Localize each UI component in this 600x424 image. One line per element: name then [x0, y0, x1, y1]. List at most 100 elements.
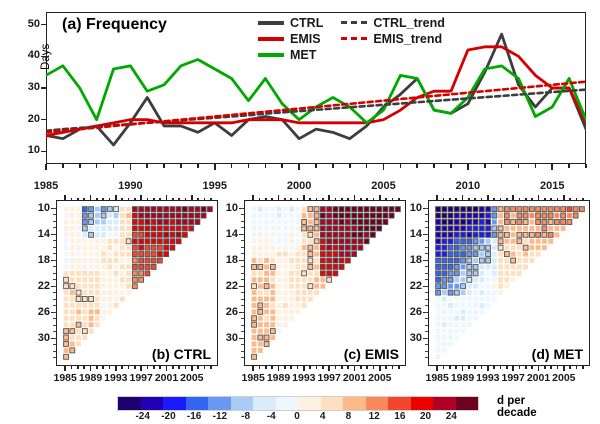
panel-a-xtick-mark: [483, 164, 486, 168]
colorbar-bin: [410, 397, 433, 410]
panel-xtick-mark: [328, 366, 330, 371]
panel-xtick-mark: [556, 366, 559, 369]
panel-ytick-minor: [53, 331, 56, 333]
panel-xtick-mark: [512, 366, 514, 371]
panel-ytick-minor: [241, 292, 244, 294]
panel-ytick: 26: [409, 306, 422, 319]
panel-xtick-mark: [77, 366, 79, 369]
panel-ytick-minor: [425, 311, 428, 313]
panel-xtick-mark: [108, 366, 111, 369]
panel-xtick-mark-top: [70, 197, 73, 200]
panel-xtick-mark: [102, 366, 104, 369]
panel-ytick-minor: [241, 318, 244, 320]
panel-a-xtick-mark: [78, 164, 81, 168]
panel-a-xtick-mark: [247, 164, 250, 168]
panel-a-ytick-mark: [41, 87, 46, 89]
panel-xtick-mark: [353, 366, 356, 371]
panel-xtick: 1993: [476, 372, 500, 384]
panel-xtick-mark: [265, 366, 267, 369]
panel-ytick-minor: [425, 285, 428, 287]
panel-xtick: 1985: [53, 372, 77, 384]
panel-xtick-mark: [303, 366, 305, 371]
panel-a-xtick-mark: [450, 164, 452, 168]
panel-ytick-minor: [241, 266, 244, 268]
panel-d-plot-frame: [428, 200, 590, 366]
colorbar-tick: 16: [394, 411, 406, 422]
panel-ytick: 30: [37, 332, 50, 345]
panel-xtick-mark-top: [134, 197, 136, 200]
panel-ytick-minor: [241, 227, 244, 229]
panel-xtick: 2001: [342, 372, 367, 384]
panel-a-xtick-mark: [517, 164, 520, 168]
panel-ytick-minor: [53, 207, 56, 209]
panel-xtick-mark-top: [525, 197, 527, 200]
panel-ytick-minor: [241, 357, 244, 359]
panel-xtick: 1989: [450, 372, 475, 384]
panel-xtick-mark: [127, 366, 130, 369]
colorbar-tick: -8: [241, 411, 251, 422]
panel-xtick-mark-top: [455, 197, 457, 200]
panel-xtick-mark: [398, 366, 400, 369]
panel-ytick-minor: [425, 214, 428, 216]
panel-ytick-minor: [425, 344, 428, 346]
panel-ytick-minor: [53, 214, 56, 216]
panel-xtick-mark: [271, 366, 273, 369]
panel-xtick-mark: [569, 366, 571, 369]
panel-xtick-mark: [121, 366, 123, 369]
panel-xtick-mark-top: [102, 197, 104, 200]
colorbar-bin: [433, 397, 456, 410]
panel-ytick: 14: [37, 228, 50, 241]
panel-b-title: (b) CTRL: [151, 346, 211, 362]
panel-xtick-mark-top: [449, 197, 451, 200]
panel-xtick-mark: [277, 366, 280, 371]
panel-ytick-minor: [241, 246, 244, 248]
panel-ytick-minor: [425, 272, 428, 274]
panel-xtick-mark: [309, 366, 311, 369]
panel-ytick-minor: [53, 240, 56, 242]
legend-item-emis: EMIS: [258, 31, 323, 46]
panel-ytick-minor: [241, 324, 244, 326]
colorbar: d per decade -24 -20 -16 -12 -8 -4 0 4 8 12 16 20 24: [117, 395, 537, 422]
panel-ytick: 22: [409, 280, 422, 293]
panel-ytick-minor: [53, 253, 56, 255]
panel-a-xtick-mark: [551, 164, 554, 170]
panel-xtick-mark: [493, 366, 495, 369]
panel-xtick: 2005: [368, 372, 392, 384]
panel-a-xtick-mark: [45, 164, 47, 170]
panel-xtick-mark: [341, 366, 343, 369]
panel-xtick-mark-top: [83, 197, 85, 200]
colorbar-bin: [253, 397, 276, 410]
panel-a-ytick: 20: [27, 112, 40, 125]
panel-ytick-minor: [241, 214, 244, 216]
panel-xtick-mark: [290, 366, 292, 369]
panel-ytick-minor: [425, 324, 428, 326]
panel-xtick-mark-top: [347, 197, 349, 200]
panel-a-xtick: 2000: [286, 180, 312, 192]
panel-xtick-mark-top: [563, 195, 565, 200]
panel-xtick-mark-top: [153, 197, 155, 200]
panel-c-plot-frame: [244, 200, 406, 366]
panel-a-xtick-mark: [62, 164, 64, 168]
panel-xtick-mark: [391, 366, 394, 369]
panel-ytick-minor: [53, 220, 56, 222]
panel-a-xtick-mark: [112, 164, 115, 168]
panel-a-legend: CTRL EMIS MET CTRL_trend EMIS_: [258, 15, 445, 62]
panel-ytick-minor: [425, 298, 428, 300]
colorbar-bin: [275, 397, 298, 410]
panel-ytick-minor: [425, 207, 428, 209]
panel-xtick: 2001: [526, 372, 551, 384]
legend-swatch-emis: [258, 36, 284, 41]
panel-ytick-minor: [53, 337, 56, 339]
panel-xtick-mark-top: [518, 197, 521, 200]
panel-ytick-minor: [53, 298, 56, 300]
panel-ytick-minor: [53, 272, 56, 274]
panel-xtick-mark-top: [334, 197, 337, 200]
panel-ytick-minor: [425, 220, 428, 222]
panel-xtick-mark: [252, 366, 254, 371]
panel-ytick-minor: [53, 259, 56, 261]
panel-xtick-mark-top: [127, 197, 130, 200]
panel-a-xtick: 1985: [33, 180, 59, 192]
colorbar-tick: 12: [368, 411, 380, 422]
panel-a-ytick-mark: [41, 23, 46, 26]
